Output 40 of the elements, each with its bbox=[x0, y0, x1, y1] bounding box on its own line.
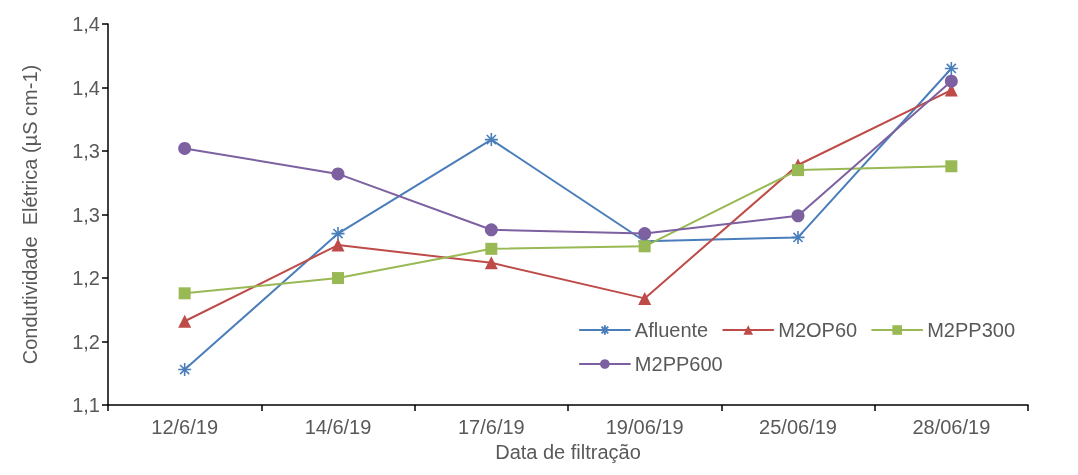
y-axis-title: Condutividade Elétrica (µS cm-1) bbox=[19, 64, 41, 365]
y-tick-label: 1,3 bbox=[72, 203, 100, 226]
x-tick-label: 19/06/19 bbox=[605, 416, 684, 439]
x-tick-label: 28/06/19 bbox=[912, 416, 991, 439]
point bbox=[791, 209, 805, 223]
point bbox=[944, 74, 958, 88]
point bbox=[331, 167, 345, 181]
x-tick-label: 14/6/19 bbox=[304, 416, 372, 439]
y-tick-label: 1,2 bbox=[72, 267, 100, 290]
y-tick-label: 1,3 bbox=[72, 140, 100, 163]
point bbox=[484, 256, 498, 270]
point bbox=[330, 226, 346, 241]
point bbox=[638, 227, 652, 241]
y-tick-label: 1,4 bbox=[72, 76, 100, 99]
point bbox=[945, 160, 958, 173]
point bbox=[178, 142, 192, 155]
x-axis-title: Data de filtração bbox=[495, 441, 641, 463]
point bbox=[944, 61, 959, 76]
legend-label: Afluente bbox=[634, 319, 709, 341]
legend-label: M2OP60 bbox=[778, 319, 858, 341]
point bbox=[792, 164, 804, 177]
point bbox=[484, 132, 499, 147]
y-tick-label: 1,2 bbox=[72, 330, 100, 353]
point bbox=[331, 238, 345, 252]
x-tick-label: 12/6/19 bbox=[151, 416, 219, 439]
point bbox=[178, 314, 192, 328]
point bbox=[178, 287, 191, 300]
point bbox=[485, 242, 498, 255]
y-tick-label: 1,4 bbox=[72, 13, 100, 35]
point bbox=[177, 362, 192, 377]
point bbox=[332, 272, 344, 285]
legend-label: M2PP300 bbox=[927, 319, 1016, 341]
point bbox=[638, 240, 651, 253]
legend-label: M2PP600 bbox=[634, 353, 723, 375]
point bbox=[484, 223, 498, 237]
point bbox=[638, 291, 652, 305]
x-tick-label: 25/06/19 bbox=[759, 416, 837, 439]
point bbox=[790, 230, 806, 245]
x-tick-label: 17/6/19 bbox=[457, 416, 525, 439]
y-tick-label: 1,1 bbox=[72, 394, 100, 417]
